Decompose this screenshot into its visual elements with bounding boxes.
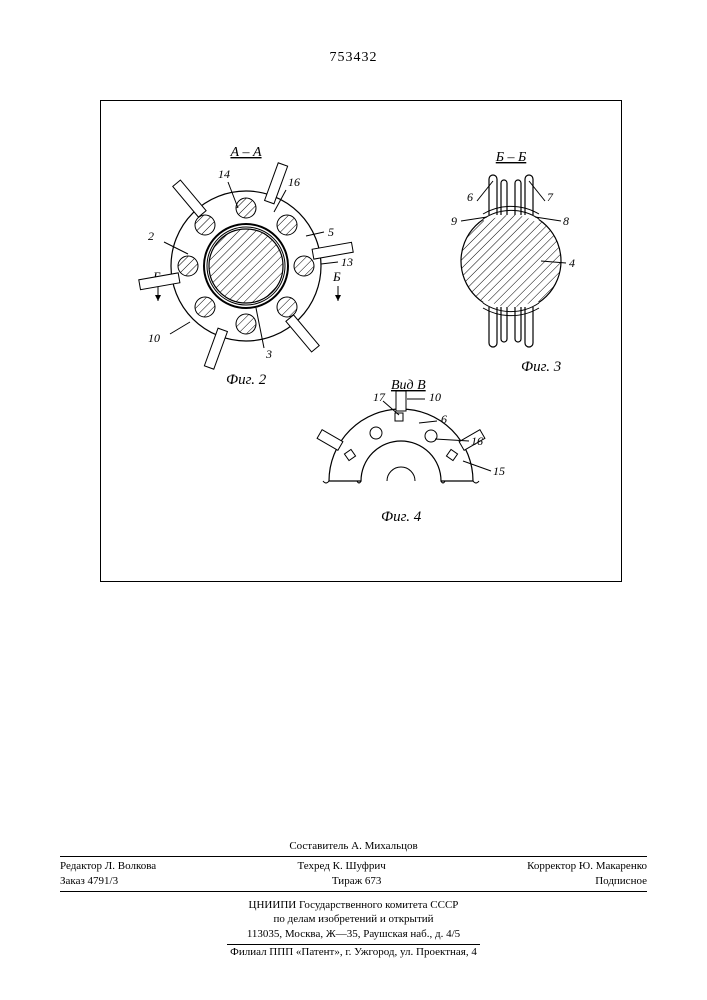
ref-10: 10 [429,390,441,404]
tech-editor: Техред К. Шуфрич [297,859,385,874]
fig4-caption: Фиг. 4 [381,509,422,525]
ref-3: 3 [265,347,272,361]
compiler: Составитель А. Михальцов [289,839,417,854]
svg-text:Б: Б [332,269,341,284]
ref-17: 17 [373,390,386,404]
ref-15: 15 [493,464,505,478]
ref-16: 16 [471,434,483,448]
colophon: Составитель А. Михальцов Редактор Л. Вол… [60,839,647,960]
ref-2: 2 [148,229,154,243]
ref-14: 14 [218,167,230,181]
org-line-3: 113035, Москва, Ж—35, Раушская наб., д. … [227,927,480,945]
ref-10: 10 [148,331,160,345]
fig3: Б – Б [451,150,575,375]
org-line-4: Филиал ППП «Патент», г. Ужгород, ул. Про… [60,945,647,960]
fig3-section-label: Б – Б [495,150,527,165]
ref-9: 9 [451,214,457,228]
org-line-2: по делам изобретений и открытий [60,912,647,927]
order-number: Заказ 4791/3 [60,874,118,889]
fig2-caption: Фиг. 2 [226,372,267,388]
ref-6: 6 [441,412,447,426]
org-line-1: ЦНИИПИ Государственного комитета СССР [60,898,647,913]
patent-number: 753432 [0,50,707,66]
fig2-section-label: А – А [229,145,262,160]
fig2-section-marker-right: Б [332,269,341,301]
ref-7: 7 [547,190,554,204]
diagram-frame: А – А Б Б [100,100,622,582]
print-run: Тираж 673 [332,874,382,889]
editor: Редактор Л. Волкова [60,859,156,874]
ref-5: 5 [328,225,334,239]
subscription: Подписное [595,874,647,889]
ref-4: 4 [569,256,575,270]
ref-16: 16 [288,175,300,189]
fig3-caption: Фиг. 3 [521,359,561,375]
ref-13: 13 [341,255,353,269]
corrector: Корректор Ю. Макаренко [527,859,647,874]
fig4: Вид В [317,378,505,525]
ref-8: 8 [563,214,569,228]
ref-6: 6 [467,190,473,204]
fig2: А – А Б Б [139,145,353,388]
